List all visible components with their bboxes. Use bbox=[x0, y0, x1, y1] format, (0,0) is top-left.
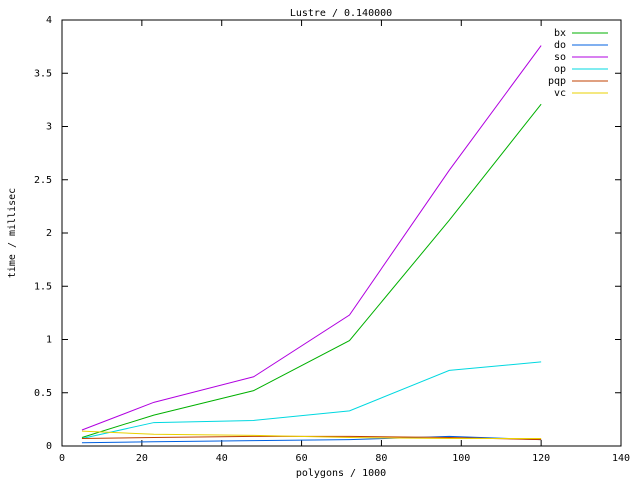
line-series bbox=[81, 45, 542, 431]
x-tick-label: 120 bbox=[532, 453, 550, 464]
y-tick-label: 0 bbox=[46, 441, 52, 452]
x-tick-label: 0 bbox=[59, 453, 65, 464]
line-series bbox=[81, 361, 542, 440]
x-axis-label: polygons / 1000 bbox=[296, 468, 386, 479]
line-series bbox=[81, 103, 542, 438]
y-tick-label: 3.5 bbox=[34, 68, 52, 79]
line-series bbox=[81, 430, 542, 440]
x-tick-label: 80 bbox=[375, 453, 387, 464]
legend-label: do bbox=[554, 40, 566, 51]
x-tick-label: 140 bbox=[612, 453, 630, 464]
legend-label: so bbox=[554, 52, 566, 63]
chart-title: Lustre / 0.140000 bbox=[290, 8, 392, 19]
line-series bbox=[81, 435, 542, 444]
y-axis-label: time / millisec bbox=[7, 188, 18, 278]
y-tick-label: 1 bbox=[46, 335, 52, 346]
x-tick-label: 20 bbox=[136, 453, 148, 464]
y-tick-label: 2.5 bbox=[34, 175, 52, 186]
y-tick-label: 4 bbox=[46, 15, 52, 26]
x-tick-label: 40 bbox=[216, 453, 228, 464]
x-tick-label: 100 bbox=[452, 453, 470, 464]
legend-label: vc bbox=[554, 88, 566, 99]
y-tick-label: 1.5 bbox=[34, 281, 52, 292]
y-tick-label: 2 bbox=[46, 228, 52, 239]
legend-label: bx bbox=[554, 28, 566, 39]
y-tick-label: 3 bbox=[46, 122, 52, 133]
legend-label: pqp bbox=[548, 76, 566, 87]
x-tick-label: 60 bbox=[296, 453, 308, 464]
y-tick-label: 0.5 bbox=[34, 388, 52, 399]
legend-label: op bbox=[554, 64, 566, 75]
